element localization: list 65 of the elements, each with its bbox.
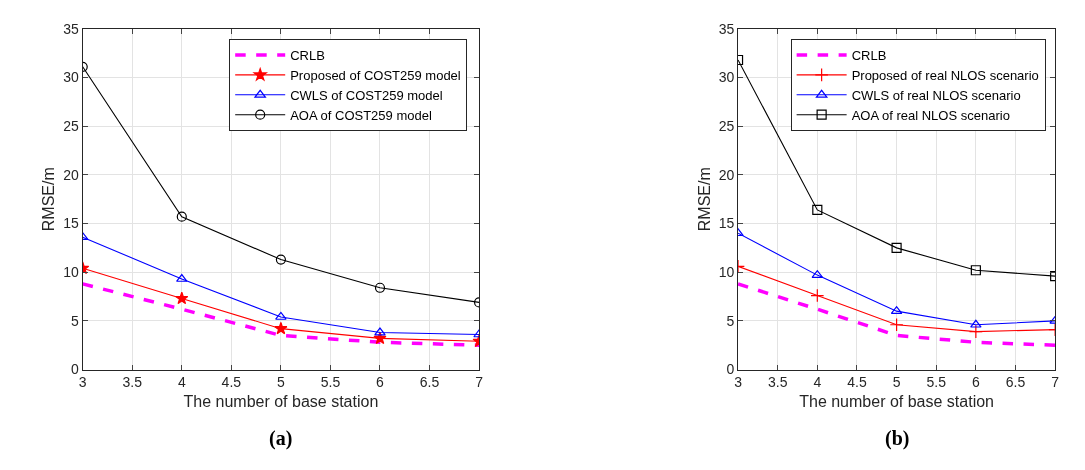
text: (b)	[885, 427, 910, 450]
y-tick-label: 25	[718, 118, 735, 135]
point	[176, 211, 187, 222]
point	[175, 291, 189, 305]
x-tick-label: 7	[475, 374, 484, 391]
y-axis-title: RMSE/m	[40, 167, 58, 232]
x-tick-label: 3	[734, 374, 743, 391]
point	[374, 282, 386, 293]
x-tick-label: 5	[892, 374, 901, 391]
y-tick-label: 5	[71, 312, 80, 329]
legend-label: Proposed of real NLOS scenario	[851, 67, 1039, 83]
point	[374, 327, 386, 336]
x-tick-label: 3.5	[767, 374, 788, 391]
point	[891, 242, 902, 253]
x-tick-label: 7	[1051, 374, 1060, 391]
x-tick-label: 5	[277, 374, 285, 391]
y-tick-label: 35	[63, 20, 80, 37]
x-tick-label: 3	[78, 374, 87, 391]
point	[970, 319, 982, 328]
legend-label: AOA of COST259 model	[290, 107, 432, 123]
point	[373, 331, 387, 345]
legend-label: CRLB	[290, 48, 325, 64]
legend-label: CWLS of COST259 model	[290, 87, 443, 103]
y-tick-label: 10	[718, 264, 735, 281]
y-tick-label: 5	[726, 312, 735, 329]
y-tick-label: 20	[718, 166, 735, 183]
y-tick-label: 35	[718, 20, 735, 37]
x-tick-label: 6.5	[1005, 374, 1026, 391]
text: (a)	[269, 427, 293, 450]
y-tick-label: 30	[718, 69, 735, 86]
x-tick-label: 6.5	[419, 374, 440, 391]
x-tick-label: 5.5	[320, 374, 341, 391]
y-axis-title: RMSE/m	[695, 167, 713, 232]
point	[275, 311, 287, 320]
legend-label: Proposed of COST259 model	[290, 67, 461, 83]
point	[970, 265, 981, 276]
y-tick-label: 10	[63, 264, 80, 281]
x-tick-label: 4.5	[847, 374, 867, 391]
line-series	[738, 282, 1056, 347]
y-tick-label: 30	[63, 69, 80, 86]
y-tick-label: 15	[63, 215, 80, 232]
point	[810, 288, 825, 303]
point	[812, 204, 823, 215]
x-tick-label: 3.5	[122, 374, 143, 391]
legend-label: AOA of real NLOS scenario	[851, 107, 1010, 123]
x-tick-label: 4	[813, 374, 822, 391]
point	[889, 317, 904, 332]
y-tick-label: 15	[718, 215, 735, 232]
x-tick-label: 5.5	[926, 374, 947, 391]
x-tick-label: 6	[971, 374, 980, 391]
x-axis-title: The number of base station	[183, 393, 379, 411]
point	[275, 254, 286, 265]
x-axis-title: The number of base station	[799, 393, 994, 411]
line-series	[82, 282, 480, 347]
y-tick-label: 0	[726, 361, 735, 378]
legend-label: CWLS of real NLOS scenario	[851, 87, 1021, 103]
y-tick-label: 0	[71, 361, 80, 378]
x-tick-label: 4.5	[221, 374, 242, 391]
y-tick-label: 25	[63, 118, 80, 135]
legend-label: CRLB	[851, 48, 887, 64]
y-tick-label: 20	[63, 166, 80, 183]
point	[968, 324, 983, 339]
point	[274, 321, 288, 335]
x-tick-label: 6	[376, 374, 385, 391]
x-tick-label: 4	[177, 374, 186, 391]
